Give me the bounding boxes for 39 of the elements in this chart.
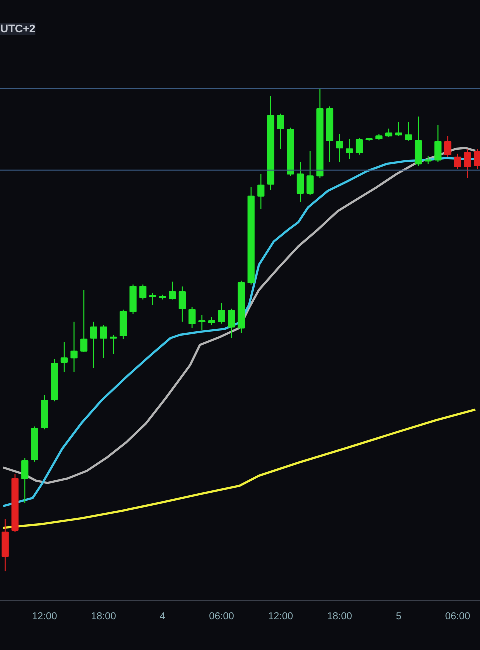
candlestick [306, 150, 314, 196]
candlestick [140, 284, 147, 300]
text: UTC+2 [0, 24, 36, 36]
candlestick [100, 324, 108, 359]
candlestick [336, 134, 344, 163]
x-tick-label: 12:00 [32, 612, 58, 622]
candlestick [22, 458, 29, 504]
candlestick [474, 148, 480, 170]
x-tick-label: 12:00 [268, 612, 294, 622]
candlestick [149, 292, 157, 306]
x-tick-label: 06:00 [445, 612, 471, 622]
candlestick [90, 321, 98, 369]
candlestick [198, 314, 206, 331]
candlestick [356, 138, 364, 156]
candlestick [405, 122, 412, 142]
candlestick [346, 138, 354, 160]
candlestick [434, 124, 442, 163]
candlestick [110, 334, 118, 355]
candlestick [395, 122, 402, 137]
candlestick [188, 306, 196, 329]
candlestick [258, 174, 265, 210]
candlestick [169, 281, 176, 300]
candlestick [70, 321, 78, 373]
candlestick [60, 342, 68, 373]
candlestick [178, 286, 186, 322]
candlestick [218, 302, 226, 324]
candlestick [414, 116, 422, 167]
candlestick [296, 162, 304, 203]
x-tick-label: 18:00 [327, 612, 353, 622]
x-tick-label: 18:00 [91, 612, 117, 622]
x-tick-label: 4 [160, 612, 166, 622]
candlestick [454, 153, 462, 170]
candlestick [464, 148, 472, 179]
candlestick [277, 113, 284, 150]
x-tick-label: 5 [396, 612, 402, 622]
x-tick-label: 06:00 [209, 612, 235, 622]
candlestick [80, 290, 88, 353]
candlestick [444, 136, 452, 158]
candlestick [228, 308, 236, 339]
